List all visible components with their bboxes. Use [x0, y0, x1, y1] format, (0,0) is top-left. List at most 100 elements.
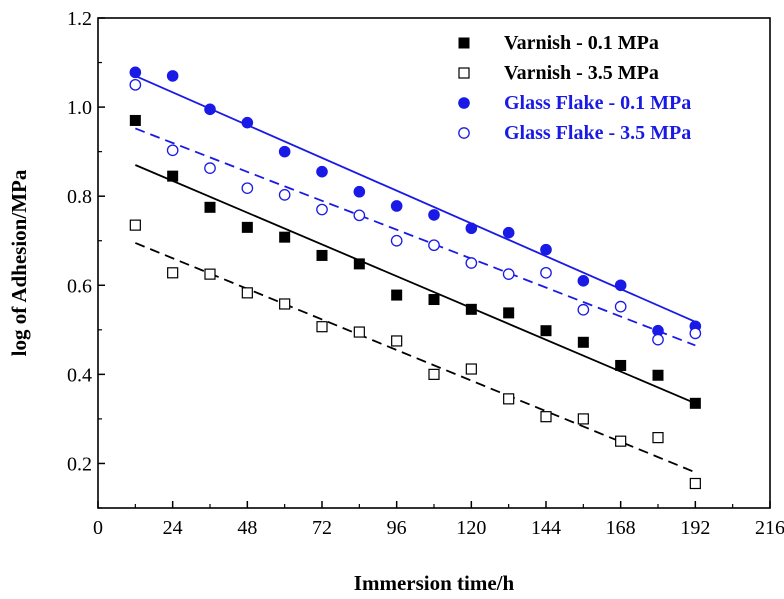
data-point: [241, 116, 254, 129]
fit-line-series-2: [134, 75, 696, 323]
legend-label-0: Varnish - 0.1 MPa: [504, 32, 659, 54]
data-point: [390, 234, 403, 247]
data-point: [278, 188, 291, 201]
data-point: [204, 268, 216, 280]
data-point: [652, 432, 664, 444]
data-point: [204, 162, 216, 174]
data-point: [577, 413, 589, 425]
legend-marker-2: [458, 97, 470, 109]
y-tick-label: 0.4: [67, 364, 92, 386]
y-tick-label: 1.2: [67, 8, 92, 30]
data-point: [428, 368, 440, 380]
data-point: [465, 363, 477, 375]
data-point: [353, 326, 365, 338]
data-point: [241, 182, 254, 195]
data-point: [502, 226, 515, 239]
x-tick-label: 24: [163, 517, 183, 539]
data-point: [652, 369, 664, 381]
data-point: [167, 267, 179, 279]
data-point: [241, 221, 253, 233]
data-markers: [129, 66, 702, 490]
data-point: [241, 287, 253, 299]
data-point: [129, 78, 142, 91]
data-point: [615, 359, 627, 371]
fit-lines: [134, 75, 696, 474]
legend-marker-0: [458, 37, 470, 49]
legend-label-1: Varnish - 3.5 MPa: [504, 62, 659, 84]
data-point: [129, 66, 142, 79]
data-point: [166, 70, 179, 82]
x-tick-label: 120: [456, 517, 486, 539]
data-point: [465, 257, 478, 269]
y-tick-label: 0.8: [67, 186, 92, 208]
legend: Varnish - 0.1 MPa Varnish - 3.5 MPa Glass …: [458, 32, 691, 144]
series-3-points: [129, 78, 702, 346]
data-point: [129, 114, 141, 126]
x-tick-label: 144: [531, 517, 561, 539]
x-tick-label: 48: [237, 517, 257, 539]
data-point: [689, 477, 701, 490]
x-axis-title: Immersion time/h: [354, 571, 515, 595]
data-point: [577, 336, 589, 348]
data-point: [540, 325, 552, 337]
x-tick-label: 72: [312, 517, 332, 539]
series-1-points: [129, 219, 701, 490]
y-axis-ticks: 0.2 0.4 0.6 0.8 1.0 1.2: [67, 8, 105, 509]
data-point: [614, 300, 627, 313]
series-0-points: [129, 114, 701, 409]
data-point: [428, 239, 440, 252]
data-point: [540, 243, 552, 256]
data-point: [540, 266, 552, 279]
x-tick-label: 216: [755, 517, 784, 539]
x-tick-label: 96: [387, 517, 407, 539]
data-point: [652, 324, 664, 337]
fit-line-series-0: [134, 164, 696, 405]
y-tick-label: 1.0: [67, 97, 92, 119]
data-point: [502, 268, 515, 280]
data-point: [316, 203, 328, 216]
data-point: [391, 289, 403, 301]
data-point: [689, 397, 701, 409]
data-point: [316, 249, 328, 261]
y-tick-label: 0.2: [67, 453, 92, 475]
data-point: [465, 303, 477, 315]
x-tick-label: 192: [680, 517, 710, 539]
data-point: [316, 165, 328, 178]
data-point: [353, 209, 366, 222]
fit-line-series-1: [134, 242, 696, 474]
data-point: [577, 303, 590, 316]
data-point: [204, 103, 216, 116]
data-point: [279, 298, 291, 310]
legend-marker-1: [458, 67, 470, 79]
data-point: [428, 209, 440, 221]
data-point: [614, 279, 627, 292]
x-tick-label: 0: [93, 517, 103, 539]
data-point: [503, 393, 515, 405]
data-point: [428, 294, 440, 306]
data-point: [577, 275, 590, 287]
x-axis-ticks: 0 24 48 72 96 120 144 168 192 216: [93, 501, 784, 539]
data-point: [390, 200, 403, 212]
data-point: [278, 145, 291, 158]
data-point: [167, 170, 179, 182]
y-tick-label: 0.6: [67, 275, 92, 297]
x-tick-label: 168: [606, 517, 636, 539]
data-point: [503, 307, 515, 319]
data-point: [279, 231, 291, 243]
data-point: [166, 144, 179, 157]
data-point: [316, 321, 328, 333]
data-point: [652, 333, 664, 346]
legend-label-2: Glass Flake - 0.1 MPa: [504, 92, 691, 114]
legend-marker-3: [458, 127, 470, 139]
data-point: [353, 185, 366, 198]
y-axis-title: log of Adhesion/MPa: [7, 169, 31, 356]
data-point: [391, 335, 403, 347]
data-point: [689, 327, 702, 340]
fit-line-series-3: [135, 127, 696, 347]
series-2-points: [129, 66, 702, 337]
data-point: [465, 222, 478, 235]
data-point: [204, 201, 216, 213]
data-point: [129, 219, 141, 231]
data-point: [540, 411, 552, 423]
